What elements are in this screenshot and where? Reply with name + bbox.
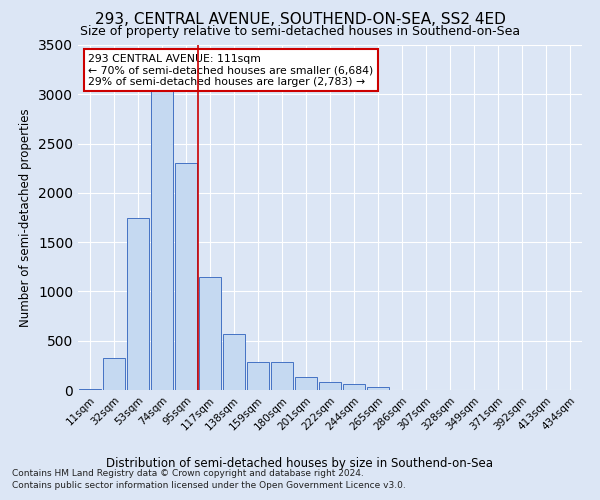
Text: Size of property relative to semi-detached houses in Southend-on-Sea: Size of property relative to semi-detach…: [80, 25, 520, 38]
Text: 293 CENTRAL AVENUE: 111sqm
← 70% of semi-detached houses are smaller (6,684)
29%: 293 CENTRAL AVENUE: 111sqm ← 70% of semi…: [88, 54, 373, 87]
Bar: [223, 334, 245, 390]
Bar: [79, 389, 101, 390]
Text: Contains HM Land Registry data © Crown copyright and database right 2024.: Contains HM Land Registry data © Crown c…: [12, 468, 364, 477]
Bar: [247, 362, 269, 390]
Bar: [127, 218, 149, 390]
Bar: [199, 276, 221, 390]
Bar: [367, 387, 389, 390]
Y-axis label: Number of semi-detached properties: Number of semi-detached properties: [19, 108, 32, 327]
Bar: [151, 90, 173, 390]
Text: 293, CENTRAL AVENUE, SOUTHEND-ON-SEA, SS2 4ED: 293, CENTRAL AVENUE, SOUTHEND-ON-SEA, SS…: [95, 12, 505, 28]
Bar: [271, 362, 293, 390]
Bar: [295, 377, 317, 390]
Bar: [319, 382, 341, 390]
Bar: [103, 358, 125, 390]
Bar: [343, 384, 365, 390]
Text: Distribution of semi-detached houses by size in Southend-on-Sea: Distribution of semi-detached houses by …: [107, 458, 493, 470]
Text: Contains public sector information licensed under the Open Government Licence v3: Contains public sector information licen…: [12, 481, 406, 490]
Bar: [175, 164, 197, 390]
